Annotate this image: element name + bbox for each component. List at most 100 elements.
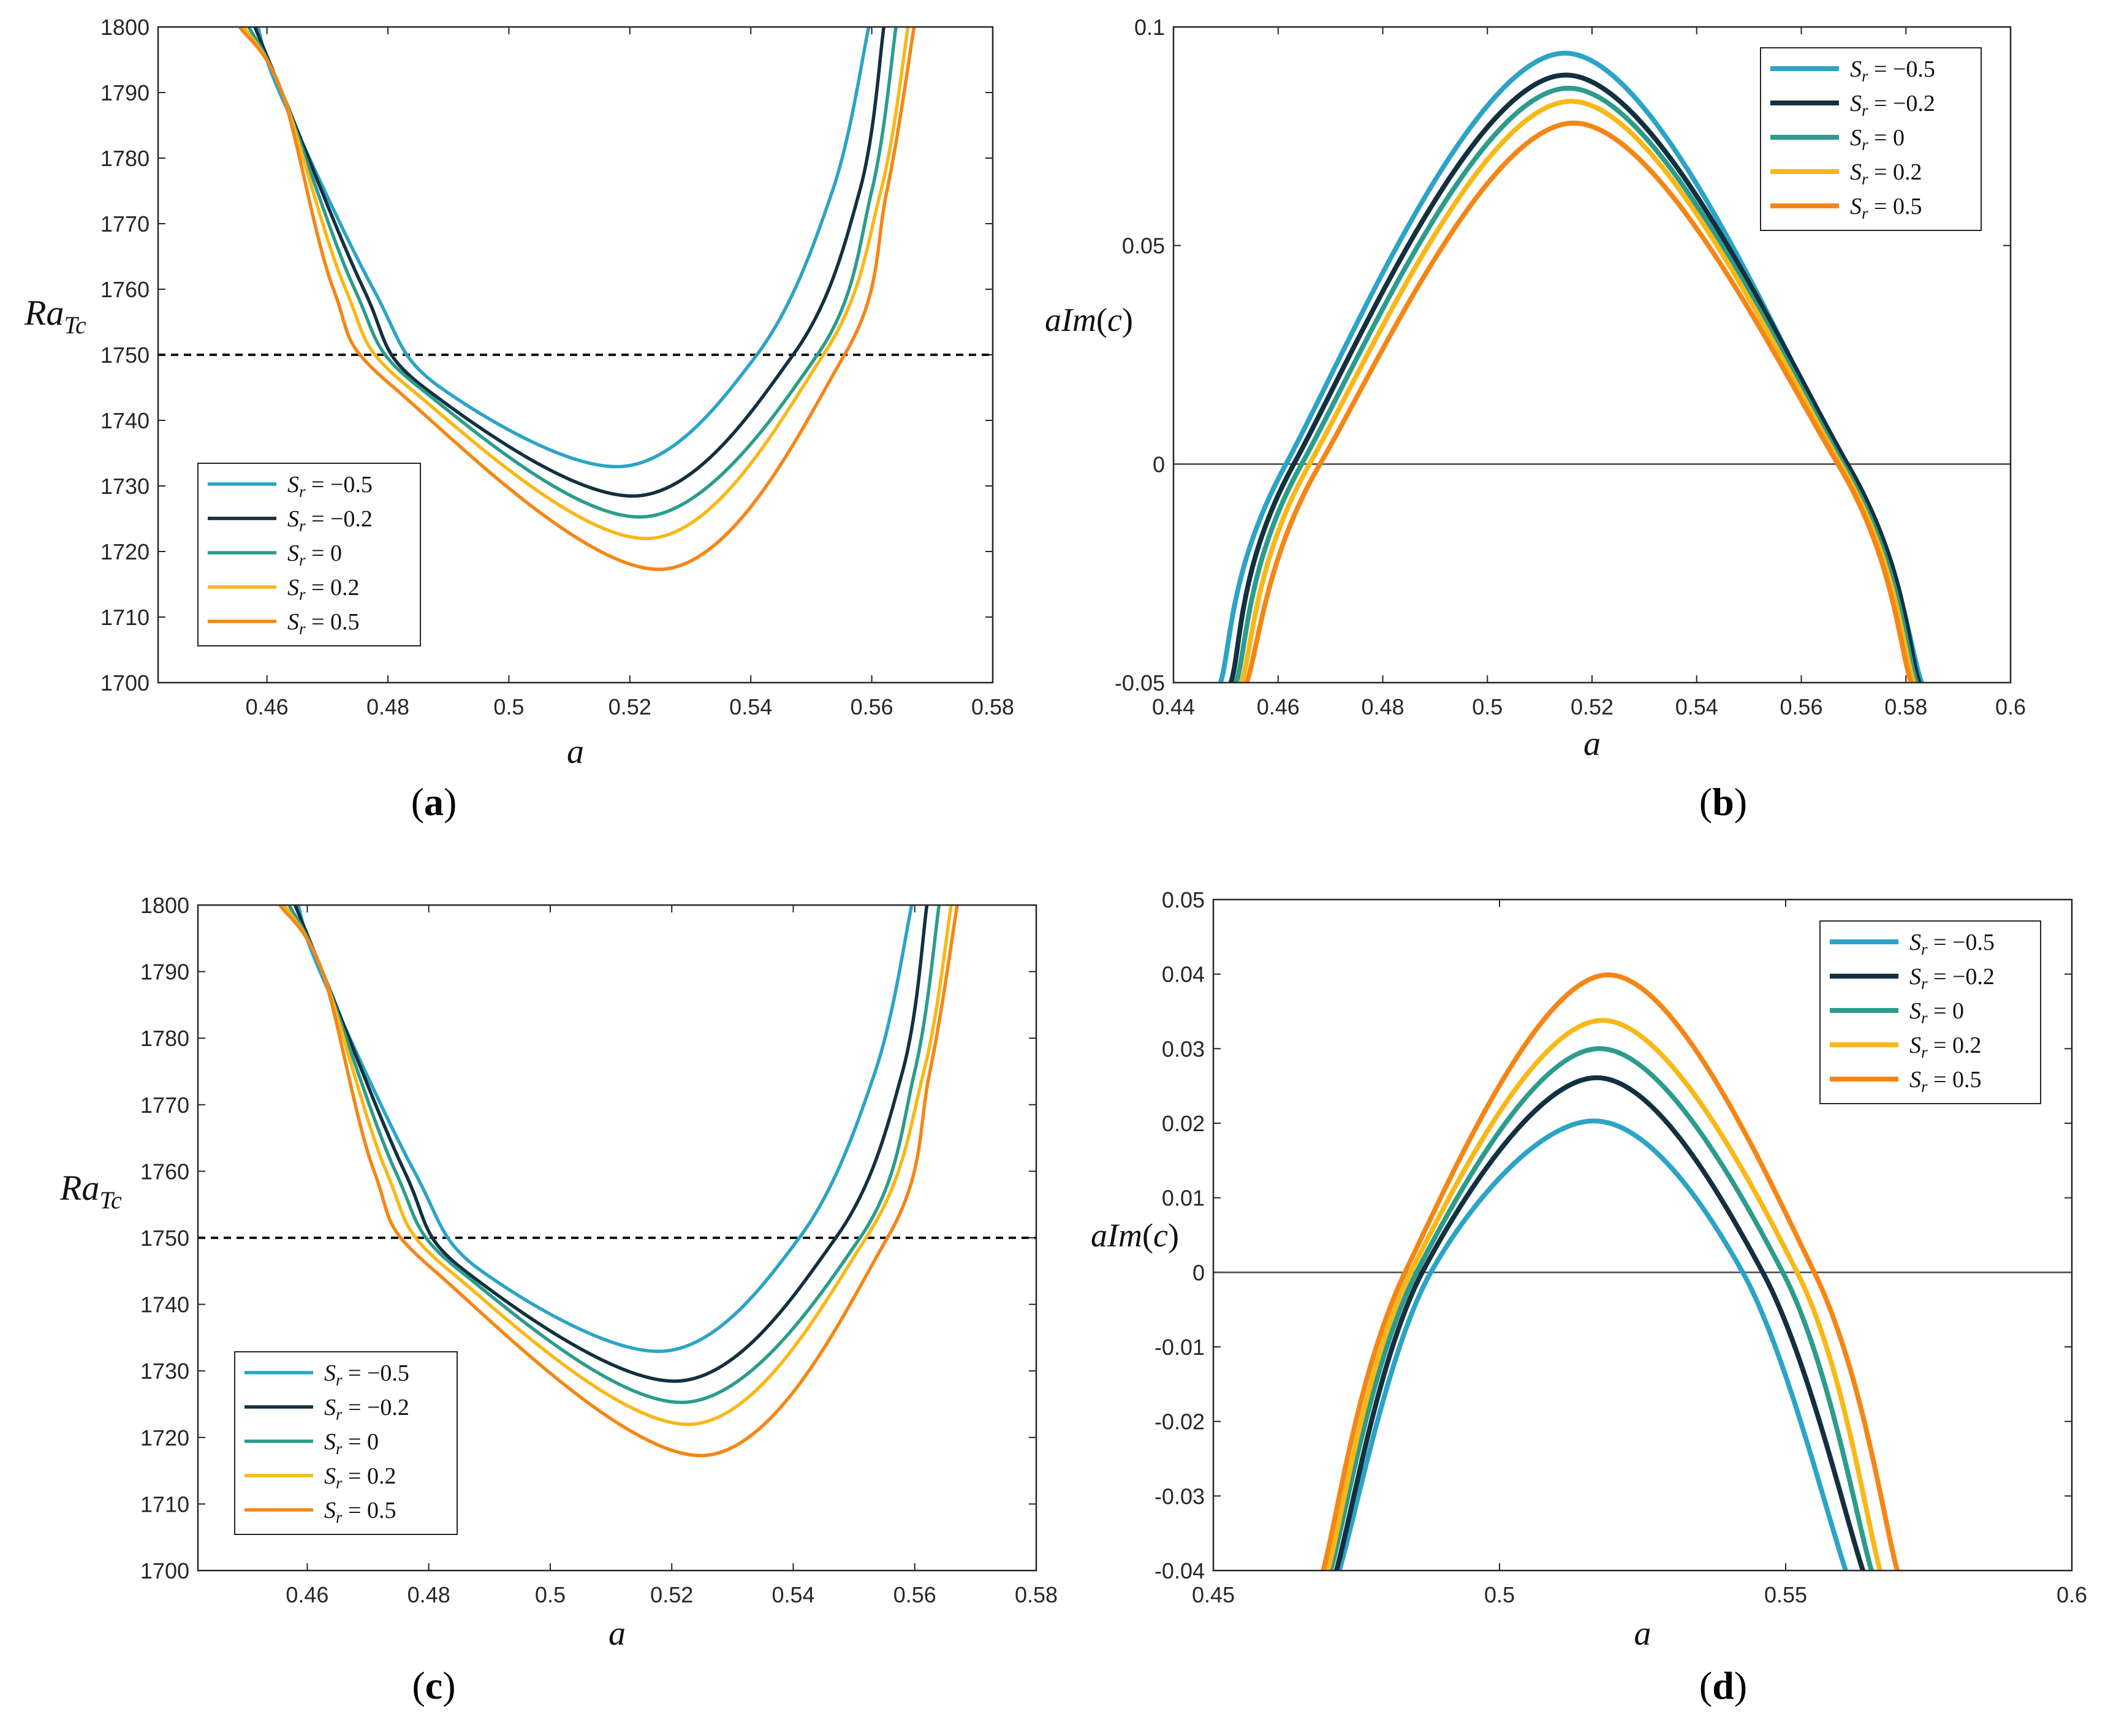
chart-panel-c: 0.46 0.48 0.5 0.52 0.54 0.56 0.58 1700 1710 1720 1… xyxy=(59,893,1058,1707)
x-tick-label: 0.56 xyxy=(1780,694,1822,719)
axes-frame xyxy=(1172,26,2012,684)
series-line xyxy=(1333,1075,1865,1571)
legend-label: Sr = 0 xyxy=(1909,998,1964,1027)
legend-label: Sr = 0.2 xyxy=(324,1463,396,1492)
y-tick-label: 1750 xyxy=(100,343,150,368)
legend-label: Sr = 0.2 xyxy=(1909,1033,1981,1061)
x-tick-label: 0.58 xyxy=(971,694,1014,719)
y-tick-label: 1710 xyxy=(140,1492,189,1517)
y-tick-label: 0 xyxy=(1153,452,1165,477)
x-tick-label: 0.5 xyxy=(1484,1582,1515,1607)
series-group xyxy=(278,905,959,1457)
series-line xyxy=(253,27,886,498)
x-axis-label: a xyxy=(567,733,584,771)
y-tick-label: 1700 xyxy=(140,1558,189,1583)
chart-panel-b: 0.44 0.46 0.48 0.5 0.52 0.54 0.56 0.58 0.6 -0.05 0… xyxy=(1045,15,2026,824)
y-tick-label: 0.05 xyxy=(1162,887,1205,912)
y-tick-label: 1720 xyxy=(140,1425,189,1450)
legend-label: Sr = −0.2 xyxy=(324,1395,409,1423)
series-line xyxy=(242,27,910,540)
series-line xyxy=(278,905,959,1457)
y-tick-label: 1800 xyxy=(100,15,150,40)
y-tick-label: 1800 xyxy=(140,893,189,918)
legend-label: Sr = −0.5 xyxy=(287,472,373,501)
legend-box xyxy=(234,1351,458,1535)
y-axis-label: aIm(c) xyxy=(1091,1217,1179,1254)
legend-label: Sr = −0.2 xyxy=(287,506,373,535)
legend-label: Sr = 0 xyxy=(324,1429,379,1458)
x-tick-label: 0.46 xyxy=(286,1582,328,1607)
legend-label: Sr = 0.5 xyxy=(1909,1067,1981,1096)
legend-label: Sr = −0.2 xyxy=(1909,964,1995,993)
panels-layer: 0.46 0.48 0.5 0.52 0.54 0.56 0.58 1700 1710 1720 1… xyxy=(24,15,2087,1707)
y-tick-label: 1720 xyxy=(100,539,150,564)
x-tick-label: 0.48 xyxy=(408,1582,450,1607)
y-tick-label: 0 xyxy=(1192,1260,1205,1285)
y-tick-label: 1730 xyxy=(140,1359,189,1384)
x-tick-label: 0.48 xyxy=(1361,694,1404,719)
x-tick-label: 0.5 xyxy=(493,694,524,719)
y-tick-label: 1740 xyxy=(100,408,150,433)
legend-label: Sr = 0.5 xyxy=(287,609,359,638)
y-tick-label: 1770 xyxy=(140,1093,189,1118)
y-tick-label: 1790 xyxy=(100,80,150,105)
y-tick-label: -0.02 xyxy=(1154,1409,1205,1435)
x-tick-label: 0.46 xyxy=(1257,694,1300,719)
x-tick-label: 0.54 xyxy=(1675,694,1718,719)
x-tick-label: 0.46 xyxy=(246,694,289,719)
y-tick-label: 1790 xyxy=(140,960,189,985)
x-tick-label: 0.5 xyxy=(1472,694,1503,719)
x-tick-label: 0.44 xyxy=(1152,694,1195,719)
x-tick-label: 0.52 xyxy=(650,1582,693,1607)
y-tick-label: 0.05 xyxy=(1122,233,1165,259)
legend-label: Sr = 0 xyxy=(1850,125,1905,154)
x-tick-label: 0.52 xyxy=(1571,694,1613,719)
x-tick-label: 0.45 xyxy=(1192,1582,1235,1607)
panel-caption: (b) xyxy=(1699,780,1747,824)
y-tick-label: -0.04 xyxy=(1154,1558,1205,1583)
series-line xyxy=(1229,72,1922,683)
chart-panel-d: 0.45 0.5 0.55 0.6 -0.04 -0.03 -0.02 -0.01 0 0.01 0… xyxy=(1091,887,2087,1707)
series-line xyxy=(287,905,941,1404)
legend-label: Sr = 0.5 xyxy=(324,1498,396,1526)
axes-frame xyxy=(157,26,994,684)
legend-label: Sr = −0.5 xyxy=(1850,56,1935,85)
y-axis-label: aIm(c) xyxy=(1045,301,1133,338)
series-line xyxy=(1325,1018,1882,1571)
y-tick-label: 1760 xyxy=(100,277,150,302)
y-tick-label: 0.04 xyxy=(1162,962,1205,987)
series-group xyxy=(1321,972,1900,1571)
y-tick-label: 1770 xyxy=(100,211,150,237)
x-tick-label: 0.55 xyxy=(1764,1582,1807,1607)
series-line xyxy=(247,27,898,519)
axes-frame xyxy=(1212,898,2073,1572)
legend-label: Sr = −0.5 xyxy=(324,1360,409,1389)
x-tick-label: 0.6 xyxy=(1995,694,2026,719)
y-tick-label: -0.05 xyxy=(1115,670,1165,696)
y-tick-label: 1740 xyxy=(140,1292,189,1317)
y-tick-label: 1760 xyxy=(140,1159,189,1184)
x-tick-label: 0.54 xyxy=(772,1582,814,1607)
x-tick-label: 0.56 xyxy=(893,1582,936,1607)
legend-box xyxy=(197,463,421,646)
y-tick-label: 1730 xyxy=(100,474,150,499)
y-tick-label: 0.02 xyxy=(1162,1111,1205,1136)
x-tick-label: 0.48 xyxy=(366,694,409,719)
y-tick-label: 1710 xyxy=(100,605,150,630)
series-line xyxy=(1328,1046,1874,1571)
y-tick-label: -0.01 xyxy=(1154,1335,1205,1360)
x-axis-label: a xyxy=(609,1615,626,1653)
panel-caption: (c) xyxy=(412,1664,455,1707)
series-line xyxy=(1244,120,1914,683)
legend-label: Sr = −0.2 xyxy=(1850,91,1935,119)
x-tick-label: 0.52 xyxy=(609,694,651,719)
y-tick-label: 0.01 xyxy=(1162,1186,1205,1211)
panel-caption: (d) xyxy=(1699,1664,1747,1707)
series-line xyxy=(238,27,916,571)
y-tick-label: 1780 xyxy=(100,146,150,171)
x-tick-label: 0.5 xyxy=(535,1582,566,1607)
y-axis-label: RaTc xyxy=(24,293,86,339)
x-axis-label: a xyxy=(1583,725,1601,763)
y-tick-label: 1750 xyxy=(140,1226,189,1251)
